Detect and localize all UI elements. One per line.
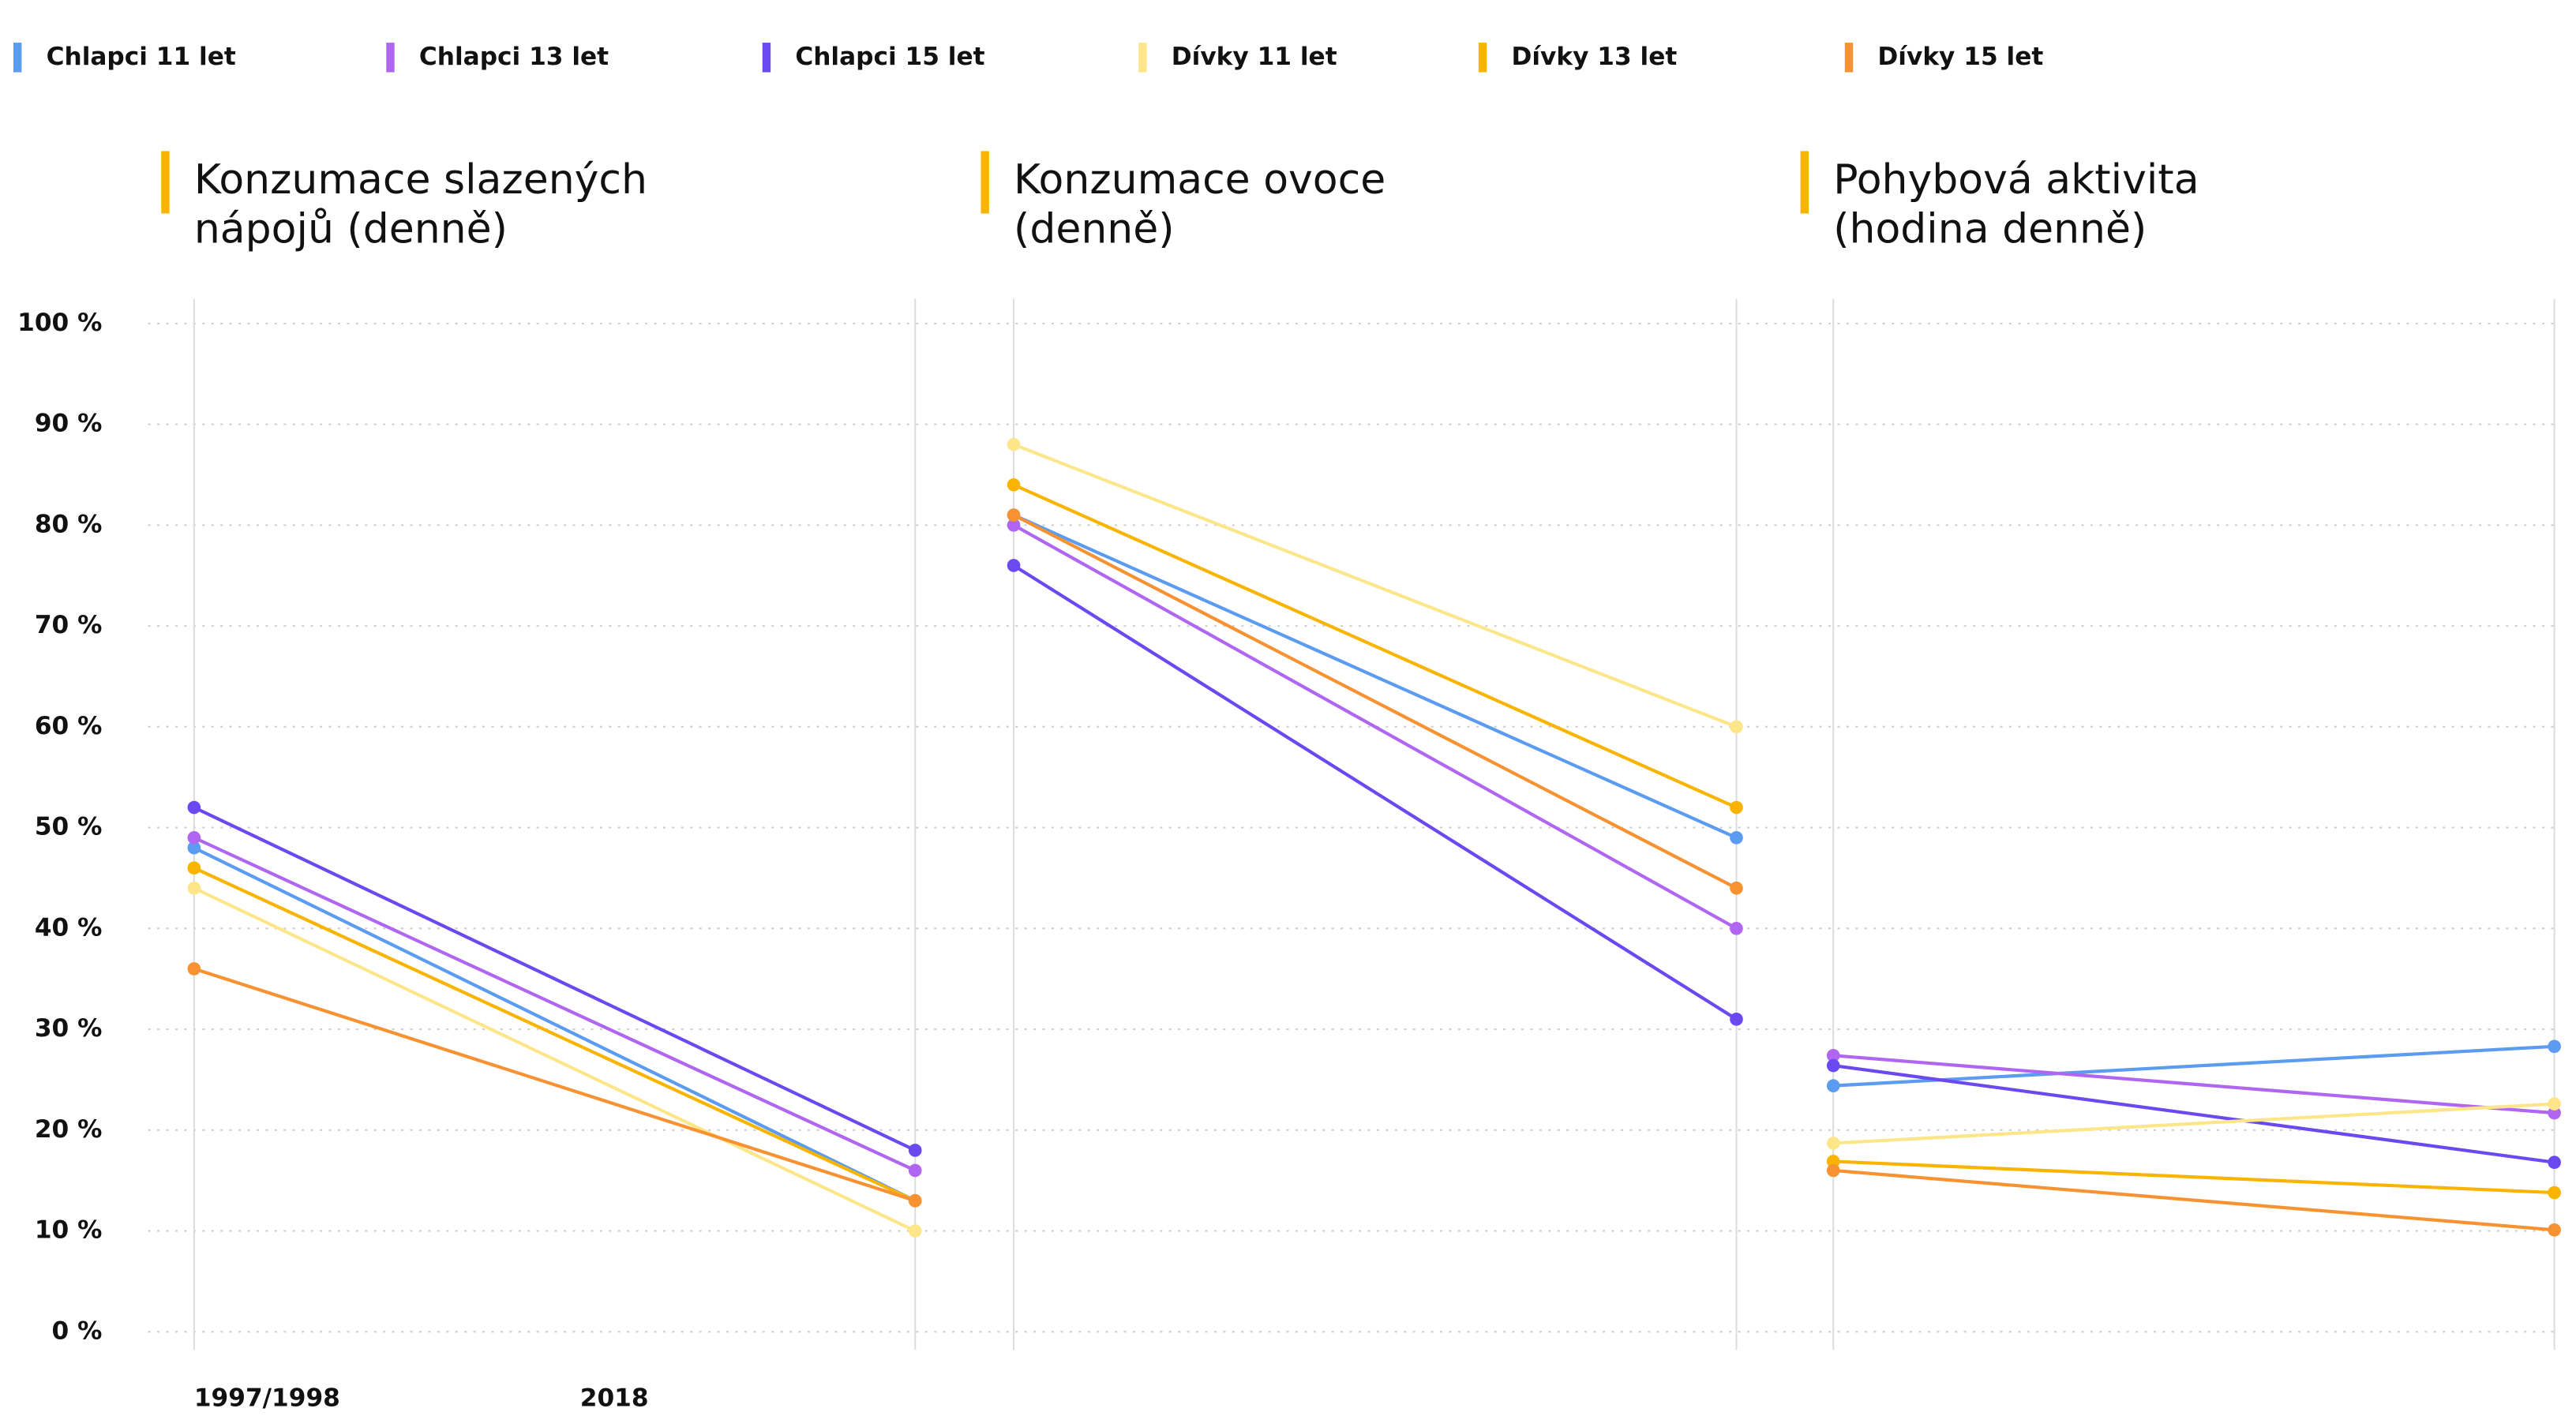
data-point xyxy=(1826,1079,1840,1092)
y-tick-label: 20 % xyxy=(35,1115,103,1144)
data-point xyxy=(187,831,201,845)
data-point xyxy=(2548,1097,2561,1111)
data-point xyxy=(2548,1185,2561,1200)
series-line xyxy=(1833,1159,2555,1195)
y-tick-label: 90 % xyxy=(35,410,103,438)
series-line xyxy=(193,806,917,1152)
x-tick-label: 1997/1998 xyxy=(194,1384,340,1413)
legend-label: Chlapci 11 let xyxy=(47,43,236,71)
data-point xyxy=(2548,1155,2561,1170)
series-line xyxy=(193,846,917,1203)
data-point xyxy=(1826,1048,1840,1062)
data-point xyxy=(1826,1137,1840,1150)
data-point xyxy=(187,800,201,815)
legend-swatch xyxy=(1478,43,1487,73)
data-point xyxy=(1730,720,1743,734)
data-point xyxy=(1730,881,1743,895)
data-point xyxy=(1826,1058,1840,1073)
data-point xyxy=(908,1163,922,1178)
data-point xyxy=(1730,922,1743,935)
data-point xyxy=(908,1144,922,1157)
data-point xyxy=(1826,1155,1840,1168)
chart-title: Konzumace slazených xyxy=(194,156,647,204)
y-tick-label: 40 % xyxy=(35,913,103,942)
data-point xyxy=(187,841,201,855)
y-tick-label: 50 % xyxy=(35,813,103,841)
chart-title: (hodina denně) xyxy=(1833,205,2147,253)
data-point xyxy=(2548,1106,2561,1120)
y-tick-label: 80 % xyxy=(35,510,103,538)
series-line xyxy=(1833,1044,2555,1088)
series-line xyxy=(1012,564,1738,1021)
data-point xyxy=(1007,519,1021,532)
data-point xyxy=(2548,1039,2561,1054)
legend-label: Chlapci 13 let xyxy=(419,43,609,71)
legend-label: Dívky 15 let xyxy=(1877,43,2043,71)
data-point xyxy=(1730,800,1743,815)
series-line xyxy=(193,836,917,1172)
chart-title: nápojů (denně) xyxy=(194,205,508,253)
series-line xyxy=(1013,443,1738,728)
data-point xyxy=(1826,1163,1840,1178)
legend-label: Dívky 13 let xyxy=(1511,43,1677,71)
data-point xyxy=(1730,831,1743,845)
legend-swatch xyxy=(1138,43,1147,73)
data-point xyxy=(908,1193,922,1208)
y-tick-label: 100 % xyxy=(17,309,102,337)
series-line xyxy=(1833,1102,2555,1145)
data-point xyxy=(1007,478,1021,492)
data-point xyxy=(187,881,201,895)
series-line xyxy=(1833,1168,2555,1232)
data-point xyxy=(2548,1223,2561,1237)
legend-label: Chlapci 15 let xyxy=(795,43,984,71)
series-line xyxy=(193,886,917,1233)
x-tick-label: 2018 xyxy=(580,1384,649,1413)
series-line xyxy=(1013,523,1738,931)
chart-title: Pohybová aktivita xyxy=(1833,156,2199,204)
data-point xyxy=(1007,559,1021,572)
data-point xyxy=(908,1224,922,1238)
legend-swatch xyxy=(1844,43,1854,73)
legend-swatch xyxy=(386,43,395,73)
y-tick-label: 60 % xyxy=(35,712,103,740)
series-line xyxy=(1832,1064,2555,1164)
title-bar xyxy=(981,151,989,214)
title-bar xyxy=(161,151,170,214)
y-tick-label: 30 % xyxy=(35,1014,103,1043)
data-point xyxy=(1007,437,1021,451)
y-tick-label: 70 % xyxy=(35,611,103,639)
legend-swatch xyxy=(762,43,771,73)
data-point xyxy=(187,962,201,976)
data-point xyxy=(1730,1012,1743,1026)
series-line xyxy=(1013,513,1738,840)
y-tick-label: 0 % xyxy=(52,1317,103,1345)
data-point xyxy=(187,861,201,875)
series-line xyxy=(1833,1054,2555,1115)
chart-title: (denně) xyxy=(1014,205,1174,253)
legend-swatch xyxy=(13,43,22,73)
legend-label: Dívky 11 let xyxy=(1172,43,1337,71)
series-line xyxy=(193,967,916,1203)
series-line xyxy=(1013,513,1738,890)
series-line xyxy=(193,866,917,1203)
y-tick-label: 10 % xyxy=(35,1216,103,1245)
title-bar xyxy=(1800,151,1809,214)
data-point xyxy=(1007,508,1021,522)
series-line xyxy=(1013,483,1738,809)
chart-title: Konzumace ovoce xyxy=(1014,156,1385,204)
